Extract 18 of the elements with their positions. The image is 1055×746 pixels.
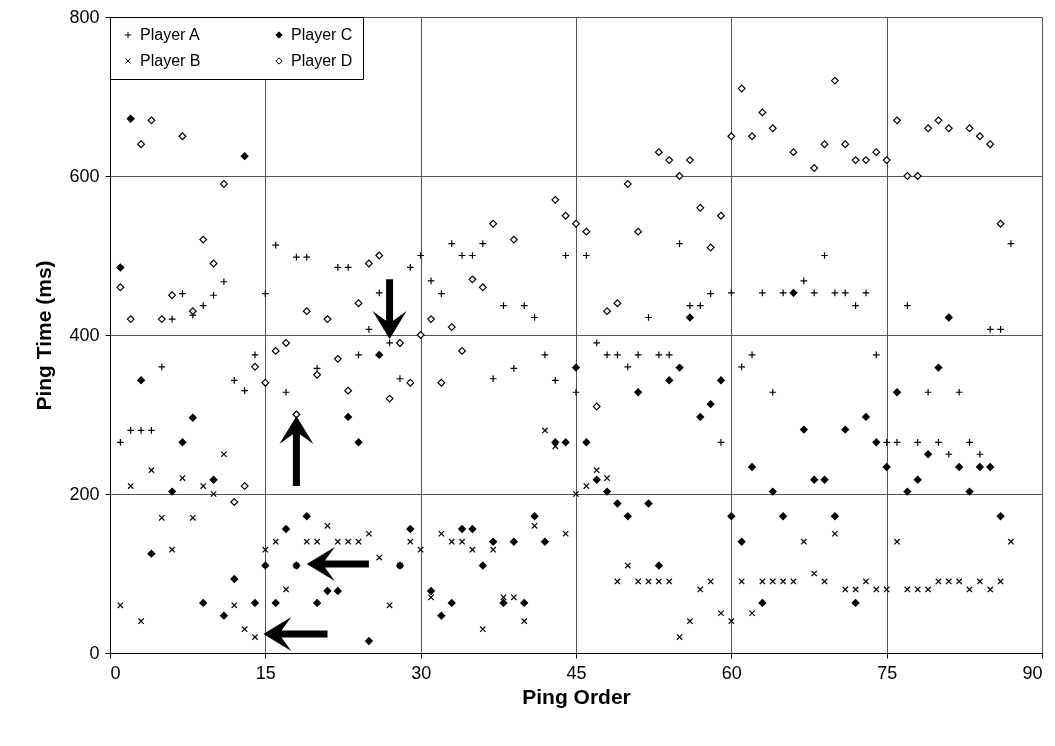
x-tick-label: 30 xyxy=(411,662,432,683)
y-tick-label: 600 xyxy=(69,165,100,186)
x-tick-label: 90 xyxy=(1022,662,1043,683)
x-axis-title: Ping Order xyxy=(522,684,631,708)
x-tick-label: 0 xyxy=(110,662,121,683)
legend-label: Player B xyxy=(140,52,201,69)
y-tick-label: 200 xyxy=(69,483,100,504)
y-tick-label: 0 xyxy=(89,642,100,663)
y-tick-label: 400 xyxy=(69,324,100,345)
x-tick-label: 45 xyxy=(566,662,587,683)
legend-label: Player D xyxy=(291,52,353,69)
x-tick-label: 75 xyxy=(877,662,898,683)
y-axis-title: Ping Time (ms) xyxy=(32,260,56,411)
legend-label: Player A xyxy=(140,26,200,43)
y-tick-label: 800 xyxy=(69,6,100,27)
legend-label: Player C xyxy=(291,26,353,43)
x-tick-label: 60 xyxy=(721,662,742,683)
x-tick-label: 15 xyxy=(255,662,276,683)
